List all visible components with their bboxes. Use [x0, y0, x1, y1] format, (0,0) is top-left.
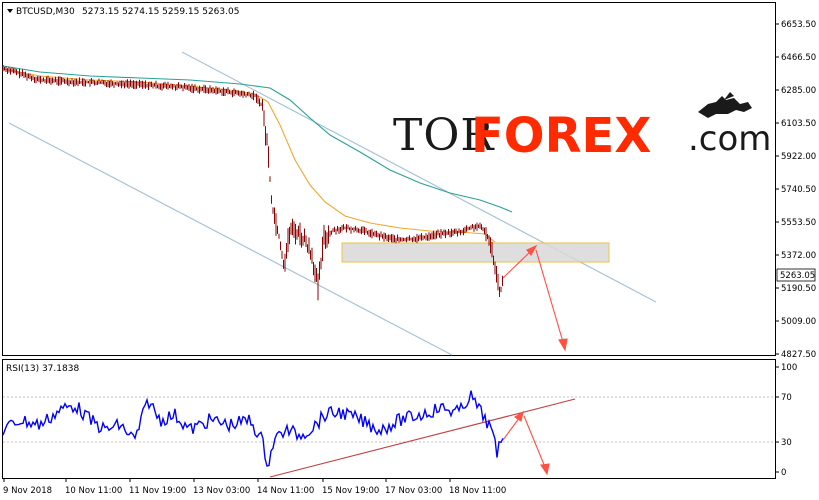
- symbol-label: BTCUSD,M30: [16, 7, 75, 17]
- price-tick-label: 5009.00: [781, 317, 816, 327]
- price-tick-label: 6285.00: [781, 86, 816, 96]
- current-price-box: [776, 268, 816, 282]
- price-candles[interactable]: [2, 65, 503, 301]
- svg-text:FOREX: FOREX: [471, 108, 651, 164]
- time-tick-label: 13 Nov 03:00: [193, 486, 250, 496]
- symbol-dropdown-icon[interactable]: [7, 9, 13, 13]
- rsi-forecast-arrows: [502, 410, 550, 476]
- price-tick-label: 4827.50: [781, 350, 816, 360]
- channel-lower-line[interactable]: [8, 122, 453, 356]
- time-tick-label: 15 Nov 19:00: [322, 486, 379, 496]
- torforex-logo: TOR FOREX .com: [393, 92, 771, 164]
- rsi-tick-label: 70: [781, 393, 792, 403]
- price-tick-label: 5190.50: [781, 284, 816, 294]
- rsi-tick-label: 30: [781, 438, 792, 448]
- support-zone[interactable]: [341, 242, 610, 263]
- rsi-panel[interactable]: [2, 359, 776, 479]
- price-tick-label: 5922.00: [781, 152, 816, 162]
- price-tick-label: 5372.00: [781, 251, 816, 261]
- current-price-label: 5263.05: [780, 271, 815, 281]
- svg-text:.com: .com: [688, 119, 771, 159]
- time-tick-label: 11 Nov 19:00: [129, 486, 186, 496]
- price-tick-label: 6103.50: [781, 119, 816, 129]
- price-tick-label: 6653.50: [781, 20, 816, 30]
- ma-slow-line[interactable]: [2, 65, 513, 213]
- rsi-tick-label: 0: [781, 468, 786, 478]
- rsi-tick-label: 100: [781, 363, 797, 373]
- rsi-line[interactable]: [2, 390, 504, 467]
- svg-text:TOR: TOR: [393, 110, 495, 161]
- rsi-label: RSI(13) 37.1838: [6, 364, 79, 374]
- ohlc-readout: 5273.15 5274.15 5259.15 5263.05: [82, 7, 239, 17]
- price-tick-label: 5553.50: [781, 218, 816, 228]
- price-forecast-arrows: [502, 244, 568, 352]
- bull-bear-icon: [698, 92, 752, 118]
- rsi-trend-line[interactable]: [269, 398, 576, 478]
- price-tick-label: 6466.50: [781, 53, 816, 63]
- time-tick-label: 9 Nov 2018: [3, 486, 52, 496]
- time-tick-label: 18 Nov 11:00: [449, 486, 506, 496]
- time-tick-label: 14 Nov 11:00: [257, 486, 314, 496]
- time-tick-label: 17 Nov 03:00: [385, 486, 442, 496]
- time-axis: 9 Nov 2018 10 Nov 11:00 11 Nov 19:00 13 Nov…: [3, 478, 506, 496]
- time-tick-label: 10 Nov 11:00: [65, 486, 122, 496]
- price-tick-label: 5740.50: [781, 185, 816, 195]
- price-axis: 6653.50 6466.50 6285.00 6103.50 5922.00 5740.…: [775, 20, 816, 360]
- price-panel[interactable]: [2, 2, 776, 356]
- rsi-axis: 100 70 30 0: [775, 363, 797, 478]
